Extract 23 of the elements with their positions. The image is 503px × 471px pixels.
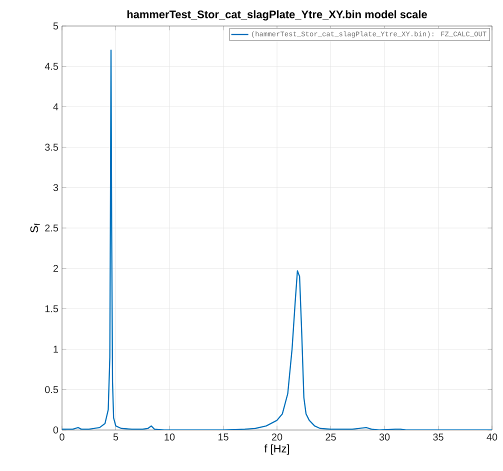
x-axis-title: f [Hz] [264,444,289,455]
x-tick-label: 40 [486,434,498,441]
y-tick-label: 4.5 [44,62,58,70]
x-tick-label: 10 [164,434,175,441]
chart-title: hammerTest_Stor_cat_slagPlate_Ytre_XY.bin model scale [127,10,427,21]
y-tick-label: 3.5 [45,144,58,151]
y-tick-label: 4 [53,103,58,110]
y-tick-label: 2.5 [45,224,58,232]
y-tick-label: 1.5 [45,305,58,312]
x-tick-label: 35 [433,434,444,441]
y-tick-label: 0.5 [45,386,58,394]
x-tick-label: 25 [326,434,336,441]
y-tick-label: 1 [54,346,58,353]
y-tick-label: 0 [53,426,58,434]
x-tick-label: 0 [60,434,64,441]
y-tick-label: 2 [53,264,58,272]
x-tick-label: 30 [379,434,390,441]
x-tick-label: 5 [113,434,118,440]
y-tick-label: 5 [53,22,58,30]
y-axis-title: S$_{f}$ [30,224,40,232]
x-tick-label: 20 [272,434,282,441]
x-tick-label: 15 [218,434,228,440]
y-tick-label: 3 [53,184,58,192]
